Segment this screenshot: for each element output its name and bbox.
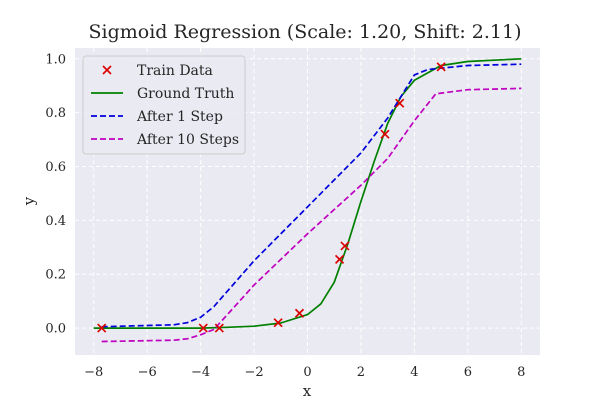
legend-label: After 10 Steps <box>136 132 239 148</box>
y-axis-label: y <box>20 196 38 206</box>
legend-label: Ground Truth <box>137 86 234 102</box>
train-data-point <box>380 129 390 139</box>
x-tick-label: 8 <box>517 365 525 380</box>
x-tick-label: 0 <box>303 365 311 380</box>
marker-stroke <box>334 254 345 265</box>
x-tick-label: −4 <box>191 365 210 380</box>
y-tick-label: 0.2 <box>45 268 66 283</box>
legend-box <box>82 55 246 155</box>
train-data-point <box>340 241 350 251</box>
x-tick-label: −8 <box>84 365 103 380</box>
series-lines <box>93 57 522 343</box>
marker-stroke <box>97 323 107 333</box>
x-tick-label: 6 <box>464 365 472 380</box>
train-data-point <box>395 98 405 108</box>
legend: Train Data Ground Truth After 1 Step After … <box>82 55 246 155</box>
train-data-markers <box>97 62 446 333</box>
after-1-step-line <box>101 63 522 328</box>
ground-truth-line <box>93 57 522 329</box>
legend-marker <box>102 65 112 75</box>
train-data-point <box>214 323 224 333</box>
marker-stroke <box>294 308 305 318</box>
y-tick-label: 0.8 <box>45 106 66 121</box>
marker-stroke <box>395 98 405 108</box>
y-tick-label: 0.6 <box>45 160 66 175</box>
y-tick-label: 0.4 <box>45 214 66 229</box>
x-axis-label: x <box>303 382 312 400</box>
x-tick-label: −2 <box>244 365 263 380</box>
x-axis-ticks: −8 −6 −4 −2 0 2 4 6 8 <box>84 365 525 380</box>
y-axis-ticks: 0.0 0.2 0.4 0.6 0.8 1.0 <box>45 52 66 336</box>
x-tick-label: −6 <box>138 365 157 380</box>
legend-label: After 1 Step <box>136 109 223 125</box>
x-tick-label: 2 <box>357 365 365 380</box>
marker-stroke <box>214 323 224 333</box>
chart-title: Sigmoid Regression (Scale: 1.20, Shift: … <box>88 21 521 43</box>
legend-item-after-10-steps: After 10 Steps <box>91 132 239 148</box>
train-data-point <box>294 308 305 318</box>
train-data-point <box>436 62 446 72</box>
legend-item-train-data: Train Data <box>102 63 213 79</box>
marker-stroke <box>198 323 208 333</box>
legend-item-after-1-step: After 1 Step <box>91 109 223 125</box>
marker-stroke <box>340 241 350 251</box>
train-data-point <box>97 323 107 333</box>
after-10-steps-line <box>101 87 522 343</box>
marker-stroke <box>436 62 446 72</box>
train-data-point <box>198 323 208 333</box>
y-tick-label: 0.0 <box>45 322 66 337</box>
marker-stroke <box>273 318 283 328</box>
legend-item-ground-truth: Ground Truth <box>91 86 234 102</box>
legend-label: Train Data <box>137 63 213 79</box>
y-tick-label: 1.0 <box>45 52 66 67</box>
x-tick-label: 4 <box>410 365 418 380</box>
train-data-point <box>273 318 283 328</box>
train-data-point <box>334 254 345 265</box>
marker-stroke <box>380 129 390 139</box>
